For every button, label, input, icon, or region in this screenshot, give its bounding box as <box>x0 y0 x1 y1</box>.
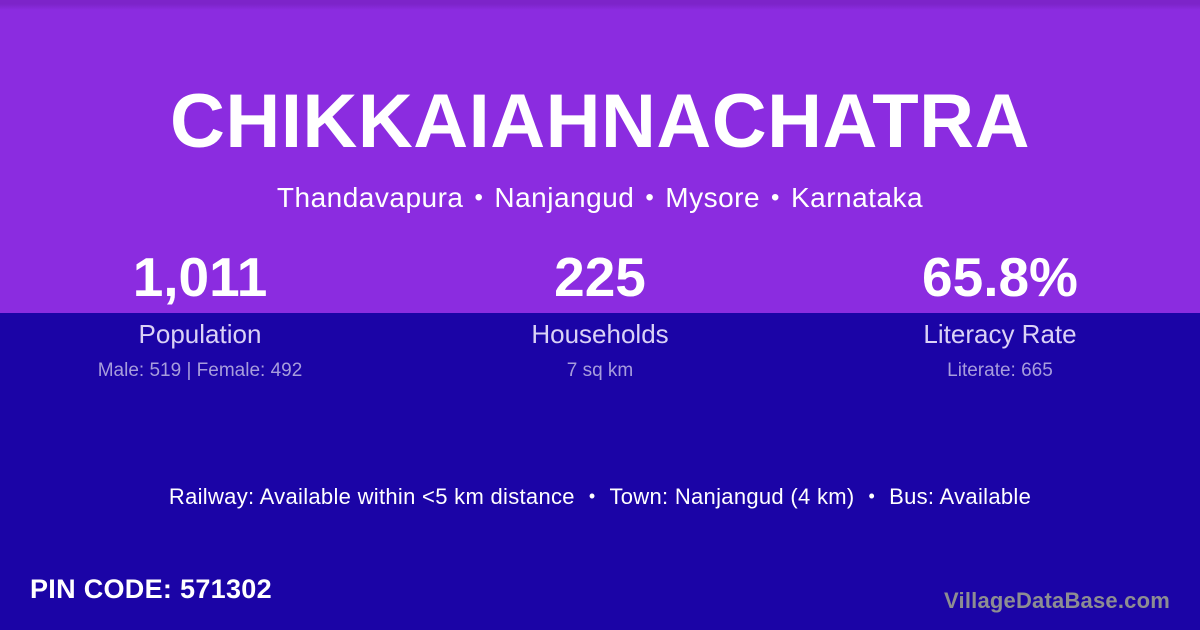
amenities-separator: • <box>868 486 876 506</box>
amenity-bus: Bus: Available <box>889 484 1032 509</box>
stats-row: 1,011 Population Male: 519 | Female: 492… <box>0 250 1200 382</box>
breadcrumb-separator: • <box>771 184 780 211</box>
stat-population: 1,011 Population Male: 519 | Female: 492 <box>0 250 400 382</box>
amenity-railway: Railway: Available within <5 km distance <box>168 484 575 509</box>
literacy-rate-value: 65.8% <box>922 246 1078 308</box>
pin-code-value: 571302 <box>180 574 272 604</box>
amenities-row: Railway: Available within <5 km distance… <box>0 484 1200 510</box>
stat-literacy-rate: 65.8% Literacy Rate Literate: 665 <box>800 250 1200 382</box>
site-watermark: VillageDataBase.com <box>944 588 1170 613</box>
breadcrumb-item-taluk: Thandavapura <box>276 182 464 213</box>
breadcrumb-item-district: Mysore <box>665 182 761 213</box>
households-label: Households <box>531 319 669 349</box>
literacy-rate-label: Literacy Rate <box>923 319 1077 349</box>
pin-code-label: PIN CODE: <box>30 574 173 604</box>
breadcrumb-item-state: Karnataka <box>790 182 924 213</box>
breadcrumb-item-subdistrict: Nanjangud <box>494 182 635 213</box>
households-detail: 7 sq km <box>566 359 634 381</box>
stat-households: 225 Households 7 sq km <box>400 250 800 382</box>
amenity-town: Town: Nanjangud (4 km) <box>609 484 855 509</box>
amenities-separator: • <box>588 486 596 506</box>
literacy-rate-detail: Literate: 665 <box>947 359 1053 381</box>
breadcrumb-separator: • <box>645 184 655 211</box>
population-detail: Male: 519 | Female: 492 <box>97 359 303 381</box>
population-value: 1,011 <box>132 246 268 308</box>
breadcrumb: Thandavapura • Nanjangud • Mysore • Karnataka <box>0 182 1200 214</box>
pin-code: PIN CODE: 571302 <box>30 574 272 605</box>
population-label: Population <box>138 319 262 349</box>
breadcrumb-separator: • <box>474 184 484 211</box>
households-value: 225 <box>554 246 646 308</box>
header-background <box>0 0 1200 313</box>
village-name-title: CHIKKAIAHNACHATRA <box>170 79 1030 164</box>
